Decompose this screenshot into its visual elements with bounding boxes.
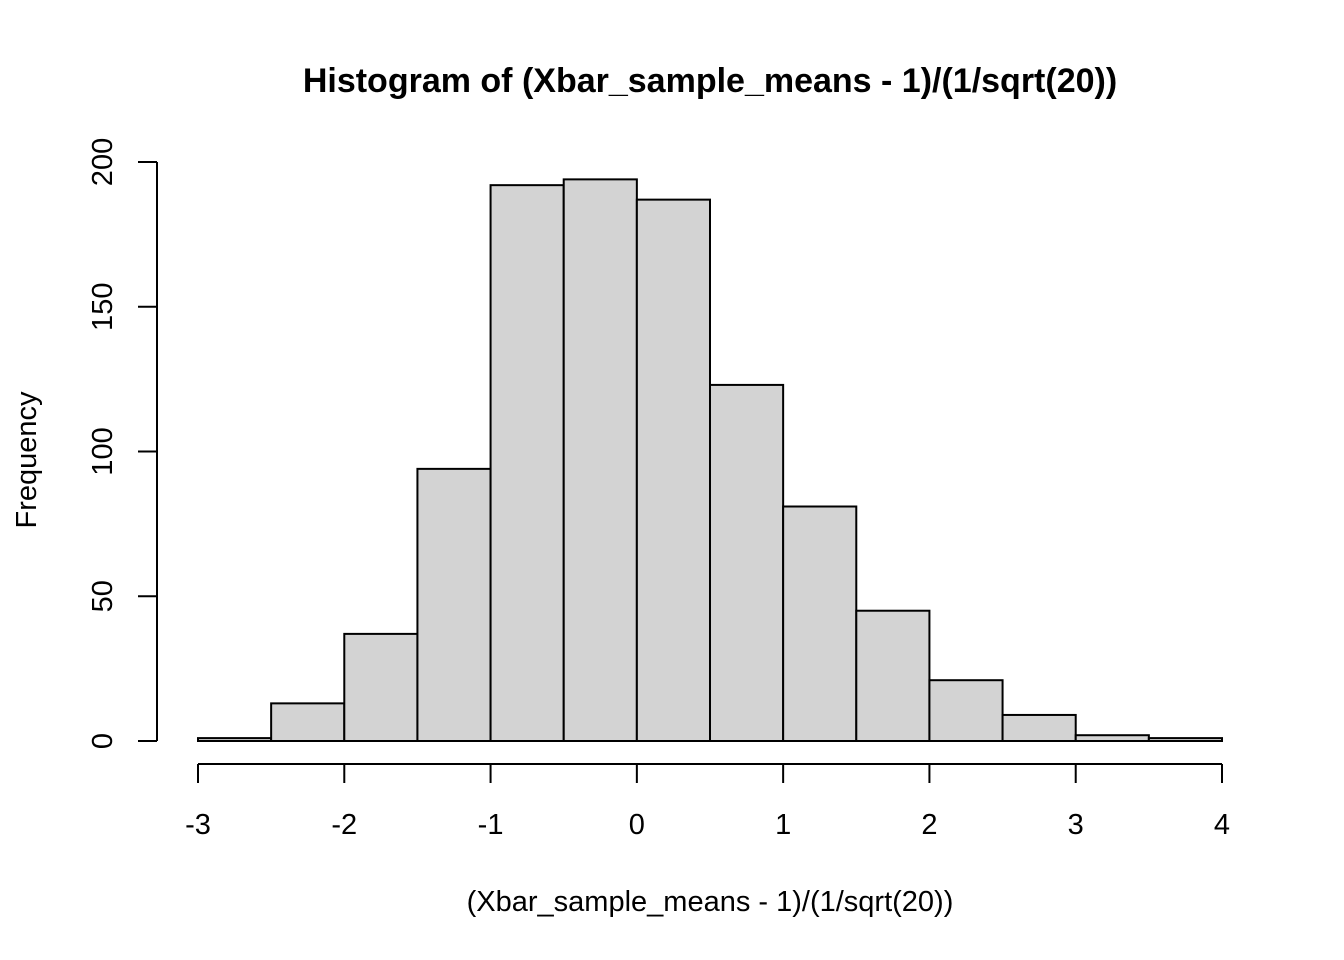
y-tick-label: 100 [87,427,119,475]
histogram-bar [1001,713,1077,743]
histogram-bar [416,467,492,742]
y-tick-label: 150 [87,283,119,331]
x-axis: -3 -2 -1 0 1 2 3 4 [185,763,1230,841]
x-tick-label: -2 [331,809,357,841]
y-tick-label: 50 [87,580,119,612]
y-axis-label: Frequency [11,391,43,529]
histogram-bar [1147,737,1224,742]
histogram-bar [782,505,858,742]
histogram-bar [709,383,785,742]
histogram-bar [562,178,638,742]
y-tick-label: 200 [87,138,119,186]
x-tick-label: 0 [629,809,645,841]
y-axis: 0 50 100 150 200 [87,138,158,749]
x-axis-label: (Xbar_sample_means - 1)/(1/sqrt(20)) [467,886,954,918]
x-tick-label: -1 [478,809,504,841]
bars-group [197,178,1224,743]
x-tick-label: 2 [921,809,937,841]
histogram-bar [343,632,419,743]
histogram-bar [197,737,273,742]
x-tick-label: 4 [1214,809,1230,841]
histogram-bar [489,184,565,743]
x-tick-label: 3 [1068,809,1084,841]
x-tick-label: -3 [185,809,211,841]
histogram-bar [1074,734,1150,743]
y-tick-label: 0 [87,733,119,749]
chart-title: Histogram of (Xbar_sample_means - 1)/(1/… [303,62,1117,100]
histogram-bar [635,198,711,742]
histogram-bar [928,679,1004,743]
histogram-bar [855,609,931,742]
x-tick-label: 1 [775,809,791,841]
histogram-bar [270,702,346,742]
